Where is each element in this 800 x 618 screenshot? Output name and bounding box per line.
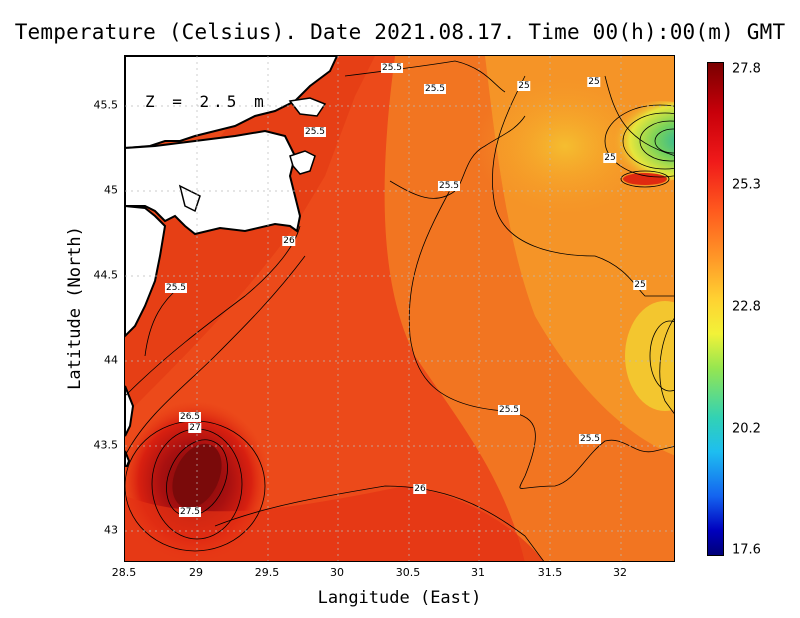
contour-label: 25.5 bbox=[437, 181, 461, 191]
contour-label: 25.5 bbox=[380, 63, 404, 73]
temperature-map bbox=[125, 56, 674, 561]
contour-label: 25 bbox=[587, 77, 601, 87]
land-crimea-like bbox=[125, 129, 302, 236]
contour-label: 27 bbox=[188, 423, 202, 433]
y-tick-label: 44.5 bbox=[93, 268, 119, 282]
warm-band bbox=[125, 56, 375, 416]
colorbar-tick-label: 20.2 bbox=[732, 421, 761, 437]
x-tick-label: 28.5 bbox=[111, 566, 137, 579]
land-lagoon bbox=[178, 184, 201, 213]
land-kerch bbox=[289, 150, 316, 175]
contour-label: 26 bbox=[282, 236, 296, 246]
x-tick-label: 31 bbox=[471, 566, 485, 579]
x-tick-label: 32 bbox=[613, 566, 627, 579]
contour-east-patch bbox=[649, 320, 674, 392]
map-plot-area bbox=[124, 55, 675, 562]
colorbar-tick-label: 27.8 bbox=[732, 61, 761, 77]
x-tick-label: 30 bbox=[330, 566, 344, 579]
contour-25-ne bbox=[604, 75, 674, 156]
contour-26-south bbox=[214, 485, 545, 561]
contour-eddy-1 bbox=[604, 104, 674, 178]
y-tick-label: 45.5 bbox=[93, 98, 119, 112]
chart-title: Temperature (Celsius). Date 2021.08.17. … bbox=[14, 20, 786, 44]
contour-label: 25.5 bbox=[497, 405, 521, 415]
contour-eddy-2 bbox=[622, 112, 674, 170]
contour-label: 25 bbox=[633, 280, 647, 290]
contour-label: 26 bbox=[413, 484, 427, 494]
land-west-strip bbox=[125, 385, 135, 437]
colorbar-tick-label: 22.8 bbox=[732, 299, 761, 315]
contour-label: 25.5 bbox=[578, 434, 602, 444]
colorbar-tick-label: 25.3 bbox=[732, 177, 761, 193]
contour-label: 25.5 bbox=[164, 283, 188, 293]
cool-patch-east bbox=[625, 301, 674, 411]
contour-label: 25.5 bbox=[423, 84, 447, 94]
contour-label: 25 bbox=[603, 153, 617, 163]
contour-25.5-north bbox=[344, 60, 506, 93]
contour-label: 27.5 bbox=[178, 507, 202, 517]
warm-spot-ne bbox=[623, 173, 667, 185]
x-tick-label: 29 bbox=[189, 566, 203, 579]
y-tick-label: 43 bbox=[104, 523, 118, 537]
y-tick-label: 45 bbox=[104, 183, 118, 197]
contour-26 bbox=[125, 225, 301, 397]
land-island-e bbox=[288, 97, 327, 117]
graticule bbox=[125, 56, 674, 561]
cold-eddy bbox=[600, 101, 674, 181]
contour-25.5-long bbox=[408, 180, 674, 489]
contour-eddy-3 bbox=[639, 120, 674, 162]
contour-label: 26.5 bbox=[178, 412, 202, 422]
contour-eddy-4 bbox=[654, 128, 674, 154]
cool-patch-north bbox=[475, 76, 655, 216]
contour-label: 25 bbox=[517, 81, 531, 91]
y-axis-label: Latitude (North) bbox=[65, 226, 85, 390]
contour-warm-ne bbox=[620, 170, 670, 188]
contour-label: 25.5 bbox=[303, 127, 327, 137]
colorbar-tick-label: 17.6 bbox=[732, 542, 761, 558]
x-tick-label: 31.5 bbox=[537, 566, 563, 579]
contour-25.5-coast bbox=[144, 290, 176, 357]
contour-25-west bbox=[491, 75, 674, 297]
contour-25.5-mid bbox=[389, 115, 526, 199]
y-tick-label: 43.5 bbox=[93, 438, 119, 452]
land-mass bbox=[125, 56, 339, 150]
contour-26-west bbox=[125, 255, 306, 457]
y-tick-label: 44 bbox=[104, 353, 118, 367]
land-coast-south bbox=[125, 204, 167, 338]
x-axis-label: Langitude (East) bbox=[317, 588, 482, 608]
x-tick-label: 30.5 bbox=[395, 566, 421, 579]
colorbar bbox=[707, 62, 724, 556]
x-tick-label: 29.5 bbox=[254, 566, 280, 579]
depth-label: Z = 2.5 m bbox=[145, 92, 268, 111]
